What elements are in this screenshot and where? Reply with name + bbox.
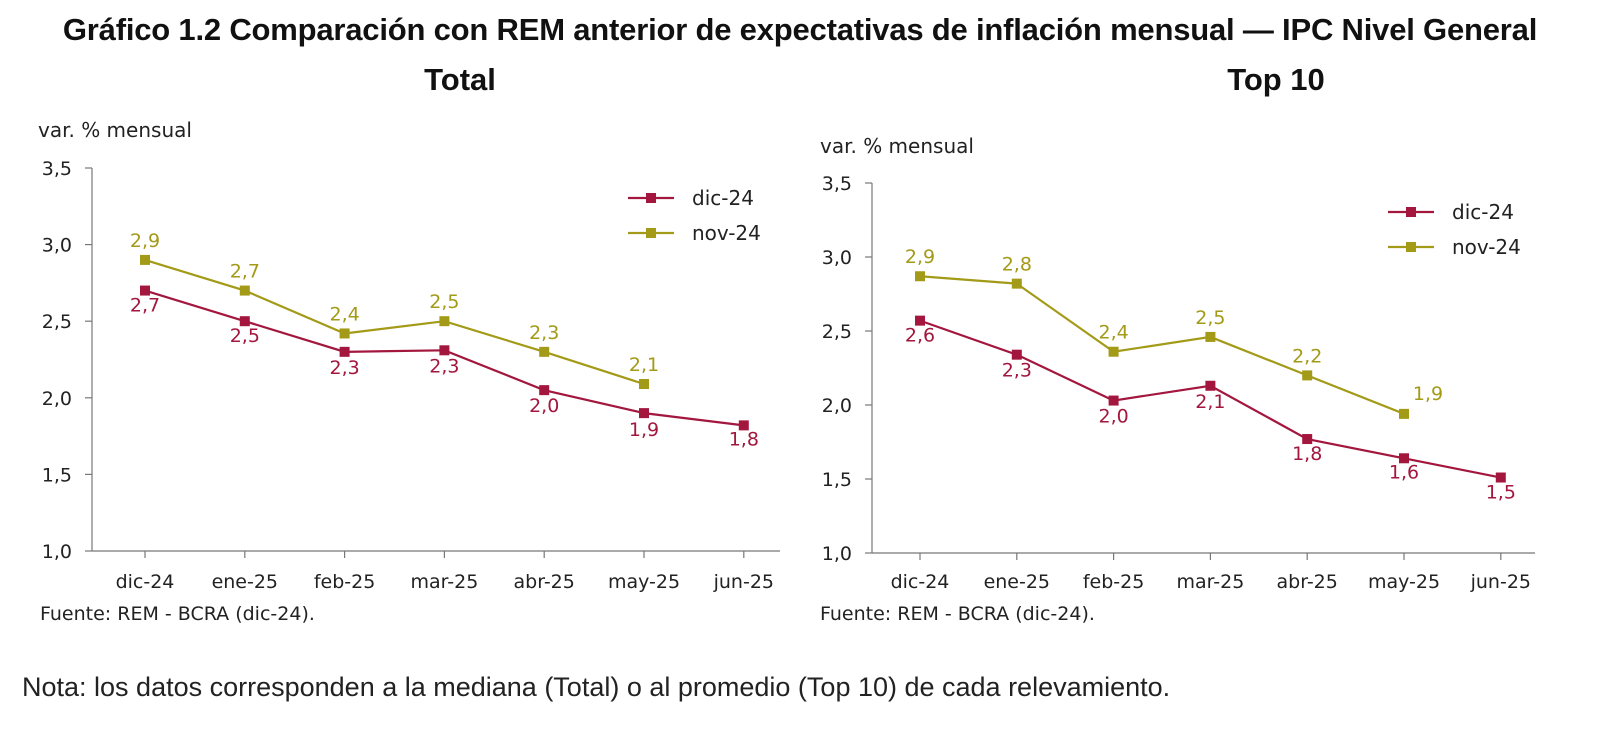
- x-tick-label: mar-25: [411, 571, 479, 593]
- series-line-nov-24: [144, 258, 645, 386]
- source-note: Fuente: REM - BCRA (dic-24).: [40, 603, 315, 625]
- y-axis-unit-label: var. % mensual: [820, 134, 974, 158]
- data-point-nov-24: [1302, 370, 1313, 381]
- data-label-dic-24: 2,6: [905, 325, 935, 347]
- data-label-dic-24: 1,8: [1292, 443, 1322, 465]
- x-tick-label: ene-25: [984, 571, 1050, 593]
- series-line-nov-24: [919, 275, 1405, 415]
- data-label-nov-24: 2,1: [629, 354, 659, 376]
- data-label-nov-24: 2,8: [1002, 254, 1032, 276]
- data-point-nov-24: [539, 346, 550, 357]
- legend-swatch-marker-dic-24: [646, 193, 656, 203]
- chart-top10: var. % mensual 1,0 1,5 2,0 2,5 3,0 3,5 dic-24 en…: [820, 134, 1535, 625]
- data-label-nov-24: 2,9: [130, 230, 160, 252]
- data-point-nov-24: [1108, 346, 1119, 357]
- data-point-dic-24: [239, 316, 250, 327]
- data-label-nov-24: 2,7: [230, 261, 260, 283]
- x-tick-label: abr-25: [514, 571, 575, 593]
- data-label-dic-24: 2,3: [429, 355, 459, 377]
- legend-swatch-marker-nov-24: [646, 228, 656, 238]
- data-point-dic-24: [539, 385, 550, 396]
- legend-entry-nov-24: nov-24: [1452, 235, 1521, 259]
- data-label-dic-24: 2,0: [1098, 406, 1128, 428]
- y-tick-label: 3,0: [42, 235, 72, 257]
- data-point-dic-24: [339, 346, 350, 357]
- data-point-dic-24: [1205, 380, 1216, 391]
- data-label-dic-24: 2,3: [329, 357, 359, 379]
- x-tick-label: may-25: [608, 571, 680, 593]
- data-point-dic-24: [1399, 453, 1409, 464]
- x-tick-label: feb-25: [1083, 571, 1144, 593]
- legend-entry-nov-24: nov-24: [692, 221, 761, 245]
- y-tick-label: 2,0: [42, 388, 72, 410]
- y-tick-label: 2,5: [822, 321, 852, 343]
- data-point-dic-24: [1108, 395, 1119, 406]
- data-point-nov-24: [439, 316, 450, 327]
- data-label-nov-24: 2,2: [1292, 345, 1322, 367]
- y-tick-label: 2,5: [42, 311, 72, 333]
- data-point-nov-24: [1205, 331, 1216, 342]
- x-tick-label: dic-24: [116, 571, 175, 593]
- data-label-nov-24: 1,9: [1413, 383, 1443, 405]
- data-point-nov-24: [339, 328, 350, 339]
- data-label-nov-24: 2,4: [1098, 322, 1128, 344]
- x-tick-label: abr-25: [1277, 571, 1338, 593]
- footnote: Nota: los datos corresponden a la median…: [22, 672, 1171, 702]
- legend-entry-dic-24: dic-24: [1452, 200, 1514, 224]
- data-point-nov-24: [1399, 408, 1409, 419]
- chart-total: var. % mensual 1,0 1,5 2,0 2,5 3,0 3,5 dic-24 en…: [38, 118, 780, 625]
- data-point-dic-24: [1011, 349, 1022, 360]
- data-label-dic-24: 2,5: [230, 325, 260, 347]
- data-point-dic-24: [1302, 434, 1313, 445]
- data-label-dic-24: 1,9: [629, 419, 659, 441]
- data-point-nov-24: [639, 379, 649, 390]
- x-tick-label: may-25: [1368, 571, 1440, 593]
- y-tick-label: 1,0: [42, 541, 72, 563]
- data-point-dic-24: [1495, 472, 1506, 483]
- data-point-dic-24: [439, 345, 450, 356]
- data-label-nov-24: 2,5: [1195, 307, 1225, 329]
- data-label-nov-24: 2,3: [529, 322, 559, 344]
- data-label-dic-24: 1,8: [729, 428, 759, 450]
- data-point-nov-24: [915, 271, 925, 282]
- x-tick-label: mar-25: [1177, 571, 1245, 593]
- y-tick-label: 3,5: [42, 158, 72, 180]
- data-label-dic-24: 2,3: [1002, 360, 1032, 382]
- data-point-dic-24: [140, 285, 150, 296]
- data-label-nov-24: 2,9: [905, 246, 935, 268]
- x-tick-label: ene-25: [212, 571, 278, 593]
- y-tick-label: 1,5: [42, 464, 72, 486]
- data-point-nov-24: [239, 285, 250, 296]
- legend-swatch-marker-nov-24: [1406, 242, 1416, 252]
- data-label-dic-24: 1,6: [1389, 461, 1419, 483]
- legend-swatch-marker-dic-24: [1406, 207, 1416, 217]
- x-tick-label: dic-24: [891, 571, 950, 593]
- data-label-dic-24: 2,7: [130, 295, 160, 317]
- data-point-dic-24: [915, 315, 925, 326]
- legend-entry-dic-24: dic-24: [692, 186, 754, 210]
- data-point-dic-24: [738, 420, 749, 431]
- source-note: Fuente: REM - BCRA (dic-24).: [820, 603, 1095, 625]
- page-title: Gráfico 1.2 Comparación con REM anterior…: [62, 12, 1538, 47]
- x-tick-label: feb-25: [314, 571, 375, 593]
- y-tick-label: 1,5: [822, 469, 852, 491]
- data-label-nov-24: 2,4: [329, 303, 359, 325]
- y-axis-unit-label: var. % mensual: [38, 118, 192, 142]
- data-point-nov-24: [140, 254, 150, 265]
- data-label-dic-24: 1,5: [1486, 482, 1516, 504]
- data-point-nov-24: [1011, 278, 1022, 289]
- chart-title-total: Total: [424, 62, 496, 97]
- y-tick-label: 3,0: [822, 247, 852, 269]
- y-tick-label: 2,0: [822, 395, 852, 417]
- y-tick-label: 3,5: [822, 173, 852, 195]
- data-label-dic-24: 2,1: [1195, 391, 1225, 413]
- data-point-dic-24: [639, 408, 649, 419]
- y-tick-label: 1,0: [822, 543, 852, 565]
- data-label-nov-24: 2,5: [429, 291, 459, 313]
- x-tick-label: jun-25: [1470, 571, 1531, 593]
- data-label-dic-24: 2,0: [529, 395, 559, 417]
- x-tick-label: jun-25: [713, 571, 774, 593]
- chart-title-top10: Top 10: [1227, 62, 1325, 97]
